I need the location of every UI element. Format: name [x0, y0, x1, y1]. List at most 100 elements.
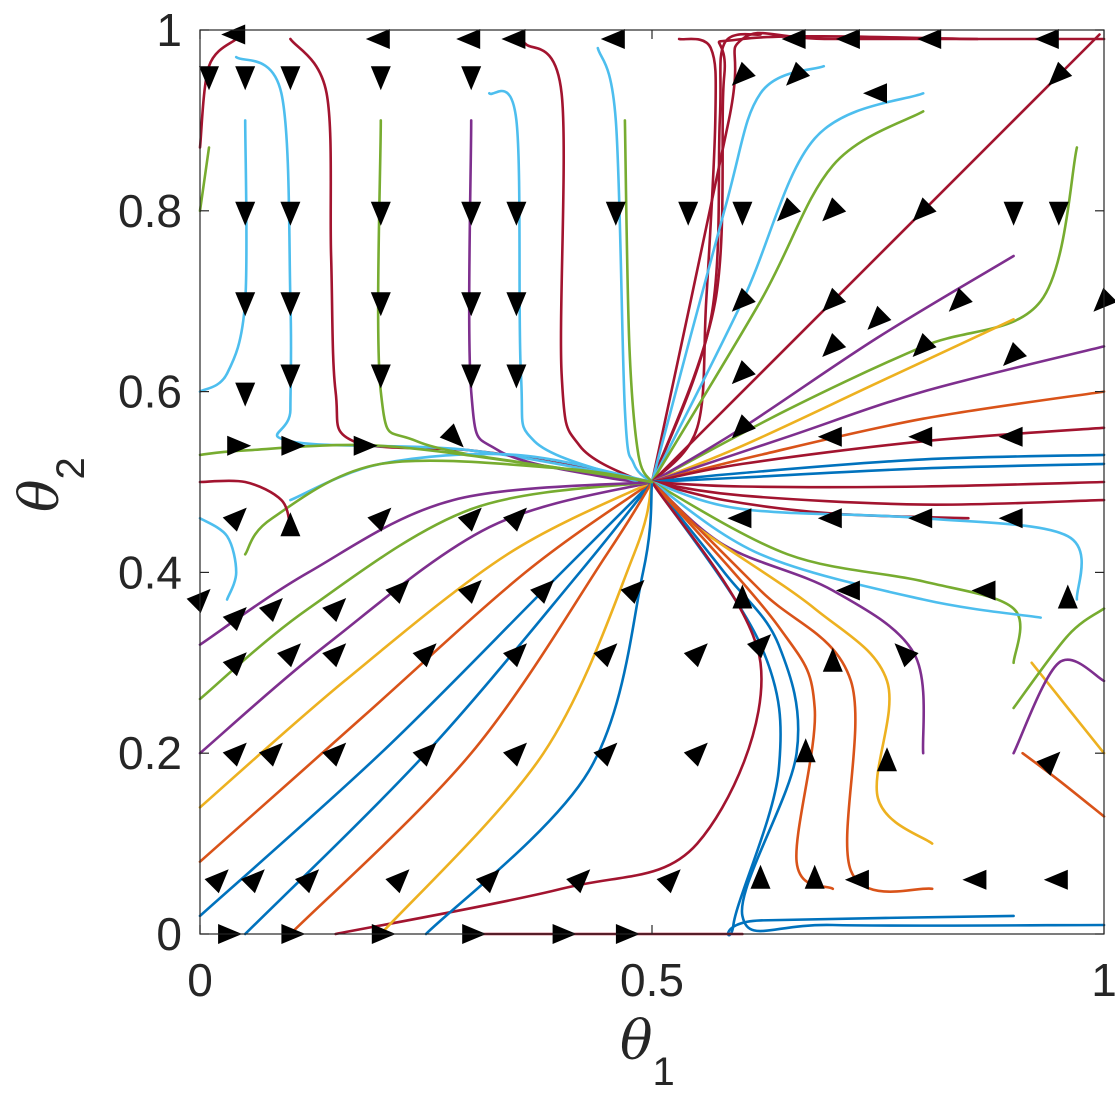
flow-arrow-41 — [235, 382, 256, 407]
flow-arrow-25 — [732, 201, 753, 226]
streamline-50 — [198, 479, 292, 529]
streamline-1 — [234, 55, 654, 484]
flow-arrow-109 — [962, 869, 987, 890]
streamline-57 — [1021, 751, 1106, 818]
flow-arrow-104 — [566, 869, 591, 894]
streamline-18 — [650, 318, 1015, 484]
flow-arrow-105 — [656, 869, 681, 894]
streamline-46 — [379, 480, 654, 936]
flow-arrow-22 — [506, 201, 527, 226]
streamline-42 — [198, 480, 654, 701]
flow-arrow-10 — [235, 66, 256, 91]
flow-arrow-34 — [461, 292, 482, 317]
streamline-13 — [650, 92, 925, 484]
flow-arrow-53 — [439, 423, 464, 448]
flow-arrow-83 — [503, 643, 527, 668]
streamline-22 — [650, 453, 1106, 484]
streamline-36 — [334, 480, 763, 936]
flow-arrow-6 — [835, 29, 860, 49]
flow-arrow-86 — [747, 634, 772, 659]
flow-arrow-70 — [322, 598, 347, 622]
flow-arrow-21 — [461, 201, 482, 226]
flow-arrow-91 — [322, 742, 347, 767]
streamline-35 — [650, 480, 835, 891]
streamline-21 — [650, 426, 1106, 484]
flow-arrow-46 — [731, 360, 756, 385]
flow-arrow-81 — [322, 643, 347, 668]
flow-arrow-8 — [1034, 29, 1059, 49]
flow-arrow-2 — [456, 29, 481, 49]
flow-arrow-23 — [605, 201, 626, 226]
tick-labels: 0 0.5 1 0 0.2 0.4 0.6 0.8 1 — [118, 4, 1115, 1006]
streamline-17 — [650, 254, 1015, 484]
flow-arrow-33 — [370, 292, 391, 317]
streamline-11 — [650, 31, 1106, 484]
y-tick-label: 0.4 — [118, 546, 182, 598]
streamline-45 — [289, 480, 654, 936]
y-tick-label: 0.6 — [118, 366, 182, 418]
flow-arrow-51 — [281, 435, 306, 456]
flow-arrow-102 — [385, 869, 410, 894]
y-axis-label: θ2 — [8, 457, 93, 512]
flow-arrow-73 — [530, 579, 555, 604]
flow-arrow-9 — [199, 66, 219, 91]
flow-arrow-5 — [781, 29, 806, 49]
flow-arrow-4 — [600, 29, 625, 49]
flow-arrow-55 — [817, 426, 842, 447]
flow-arrow-56 — [908, 426, 933, 447]
flow-arrow-59 — [280, 512, 301, 537]
flow-arrow-94 — [593, 742, 618, 767]
flow-arrow-52 — [353, 435, 378, 456]
streamline-58 — [1012, 658, 1106, 755]
flow-arrow-62 — [503, 507, 527, 532]
flow-arrow-71 — [385, 579, 410, 604]
streamline-10 — [650, 35, 979, 484]
flow-arrow-103 — [475, 869, 500, 894]
flow-arrow-29 — [1003, 201, 1024, 226]
flow-arrow-14 — [731, 61, 756, 86]
flow-arrow-13 — [461, 66, 482, 91]
flow-arrow-39 — [948, 287, 973, 312]
streamline-7 — [623, 119, 654, 484]
flow-arrow-89 — [222, 742, 247, 767]
flow-arrow-90 — [258, 742, 283, 767]
flow-arrow-18 — [235, 201, 256, 226]
flow-arrow-49 — [1003, 342, 1027, 366]
flow-arrow-110 — [1043, 869, 1068, 890]
flow-arrow-3 — [501, 29, 526, 49]
flow-arrow-43 — [370, 364, 391, 389]
flow-arrow-57 — [998, 426, 1023, 447]
flow-arrow-95 — [683, 742, 708, 767]
flow-arrow-99 — [204, 869, 229, 894]
flow-arrow-93 — [503, 742, 527, 767]
streamline-24 — [650, 480, 1106, 489]
flow-arrow-27 — [822, 197, 847, 222]
streamline-52 — [198, 443, 654, 484]
flow-arrow-72 — [457, 579, 482, 604]
flow-arrow-75 — [732, 584, 753, 609]
flow-arrow-106 — [750, 864, 771, 889]
flow-arrow-97 — [877, 747, 897, 772]
flow-arrow-11 — [280, 66, 301, 91]
streamline-30 — [650, 480, 926, 755]
flow-arrow-24 — [678, 201, 699, 226]
flow-arrow-16 — [863, 83, 887, 104]
flow-arrow-35 — [506, 292, 527, 317]
flow-arrow-78 — [1057, 584, 1078, 609]
flow-arrow-28 — [912, 197, 937, 222]
flow-arrow-30 — [1048, 201, 1069, 226]
y-tick-label: 0 — [156, 908, 182, 960]
streamline-44 — [243, 480, 654, 936]
flow-arrow-100 — [240, 869, 265, 894]
flow-arrow-60 — [367, 507, 392, 532]
streamline-8 — [650, 37, 718, 484]
flow-arrow-67 — [186, 588, 211, 613]
y-tick-label: 0.8 — [118, 185, 182, 237]
flow-arrow-38 — [867, 305, 892, 330]
streamline-41 — [198, 480, 654, 755]
flow-arrow-37 — [822, 287, 847, 312]
streamline-51 — [198, 516, 238, 601]
flow-arrow-63 — [727, 508, 752, 529]
streamline-6 — [596, 46, 654, 484]
flow-arrow-47 — [822, 333, 847, 357]
